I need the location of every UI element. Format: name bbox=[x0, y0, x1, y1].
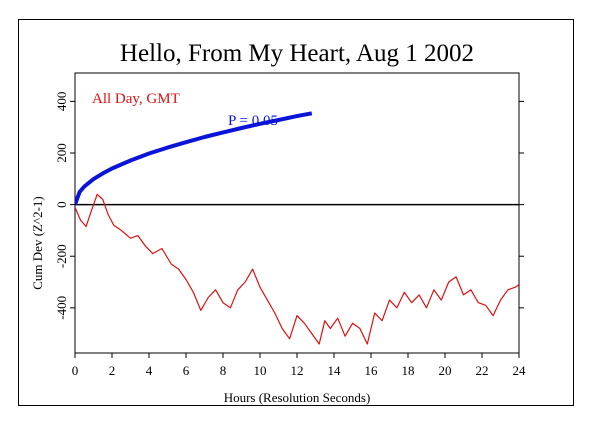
chart-frame bbox=[18, 19, 574, 406]
x-tick-label: 6 bbox=[183, 363, 190, 378]
x-tick-label: 16 bbox=[365, 363, 379, 378]
annotation-p-value: P = 0.05 bbox=[228, 113, 278, 129]
series-line-p05 bbox=[75, 111, 313, 206]
y-tick-label: -200 bbox=[54, 244, 69, 268]
x-tick-label: 0 bbox=[72, 363, 79, 378]
x-tick-label: 12 bbox=[291, 363, 304, 378]
y-tick-label: 200 bbox=[54, 143, 69, 163]
x-tick-label: 4 bbox=[146, 363, 153, 378]
x-tick-label: 2 bbox=[109, 363, 116, 378]
chart-title: Hello, From My Heart, Aug 1 2002 bbox=[120, 40, 474, 67]
y-tick-label: -400 bbox=[54, 296, 69, 320]
y-tick-label: 0 bbox=[54, 201, 69, 208]
y-axis-label: Cum Dev (Z^2-1) bbox=[30, 196, 45, 289]
annotation-all-day: All Day, GMT bbox=[92, 91, 180, 107]
y-tick-label: 400 bbox=[54, 92, 69, 112]
x-tick-label: 8 bbox=[220, 363, 227, 378]
x-tick-label: 22 bbox=[476, 363, 489, 378]
x-tick-label: 14 bbox=[328, 363, 342, 378]
x-axis-label: Hours (Resolution Seconds) bbox=[224, 390, 371, 405]
x-tick-label: 18 bbox=[402, 363, 415, 378]
x-tick-label: 10 bbox=[254, 363, 267, 378]
x-tick-label: 20 bbox=[439, 363, 452, 378]
x-tick-label: 24 bbox=[513, 363, 527, 378]
series-line-cumdev bbox=[75, 193, 519, 345]
